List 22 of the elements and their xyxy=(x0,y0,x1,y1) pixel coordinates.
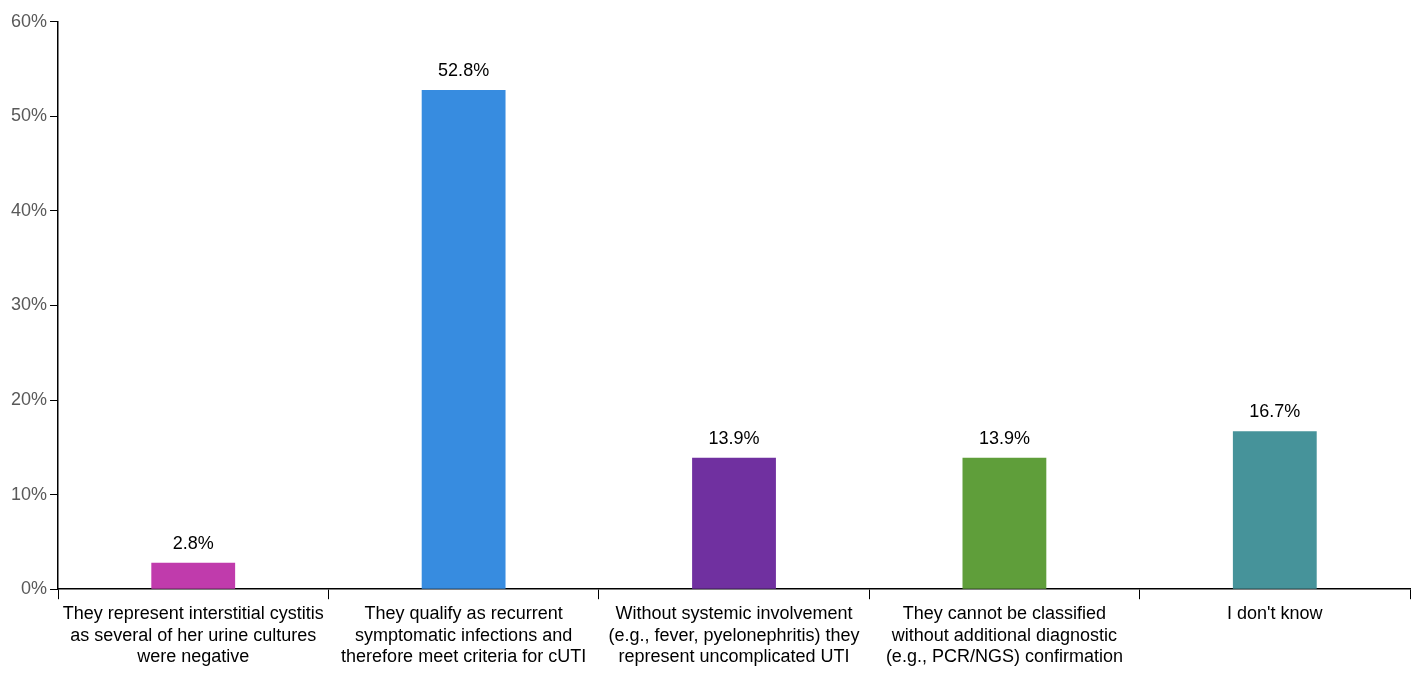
y-tick-label: 0% xyxy=(21,578,48,599)
data-label: 52.8% xyxy=(438,59,490,80)
data-label: 13.9% xyxy=(978,427,1030,448)
data-label: 13.9% xyxy=(708,427,760,448)
x-tick-label: They represent interstitial cystitis as several of her urine cultures were negative xyxy=(62,602,324,667)
x-tick-label: They qualify as recurrent symptomatic infections and therefore meet criteria for cUTI xyxy=(341,602,587,667)
bar xyxy=(421,89,506,589)
y-tick-label: 10% xyxy=(11,483,48,504)
x-tick-label: I don't know xyxy=(1227,602,1324,623)
bar xyxy=(692,457,776,589)
bar xyxy=(1232,431,1317,589)
y-tick-label: 50% xyxy=(11,105,48,126)
y-tick-label: 20% xyxy=(11,389,48,410)
y-tick-label: 40% xyxy=(11,199,48,220)
y-tick-label: 60% xyxy=(11,10,48,31)
x-tick-label: They cannot be classified without additional diagnostic (e.g., PCR/NGS) confirmation xyxy=(885,602,1123,667)
x-tick-label: Without systemic involvement (e.g., fever, pyelonephritis) they represent uncomplicated UTI xyxy=(608,602,860,667)
y-tick-label: 30% xyxy=(11,294,48,315)
bar xyxy=(962,457,1047,589)
data-label: 16.7% xyxy=(1249,401,1301,422)
data-label: 2.8% xyxy=(172,532,214,553)
bar xyxy=(151,562,236,589)
